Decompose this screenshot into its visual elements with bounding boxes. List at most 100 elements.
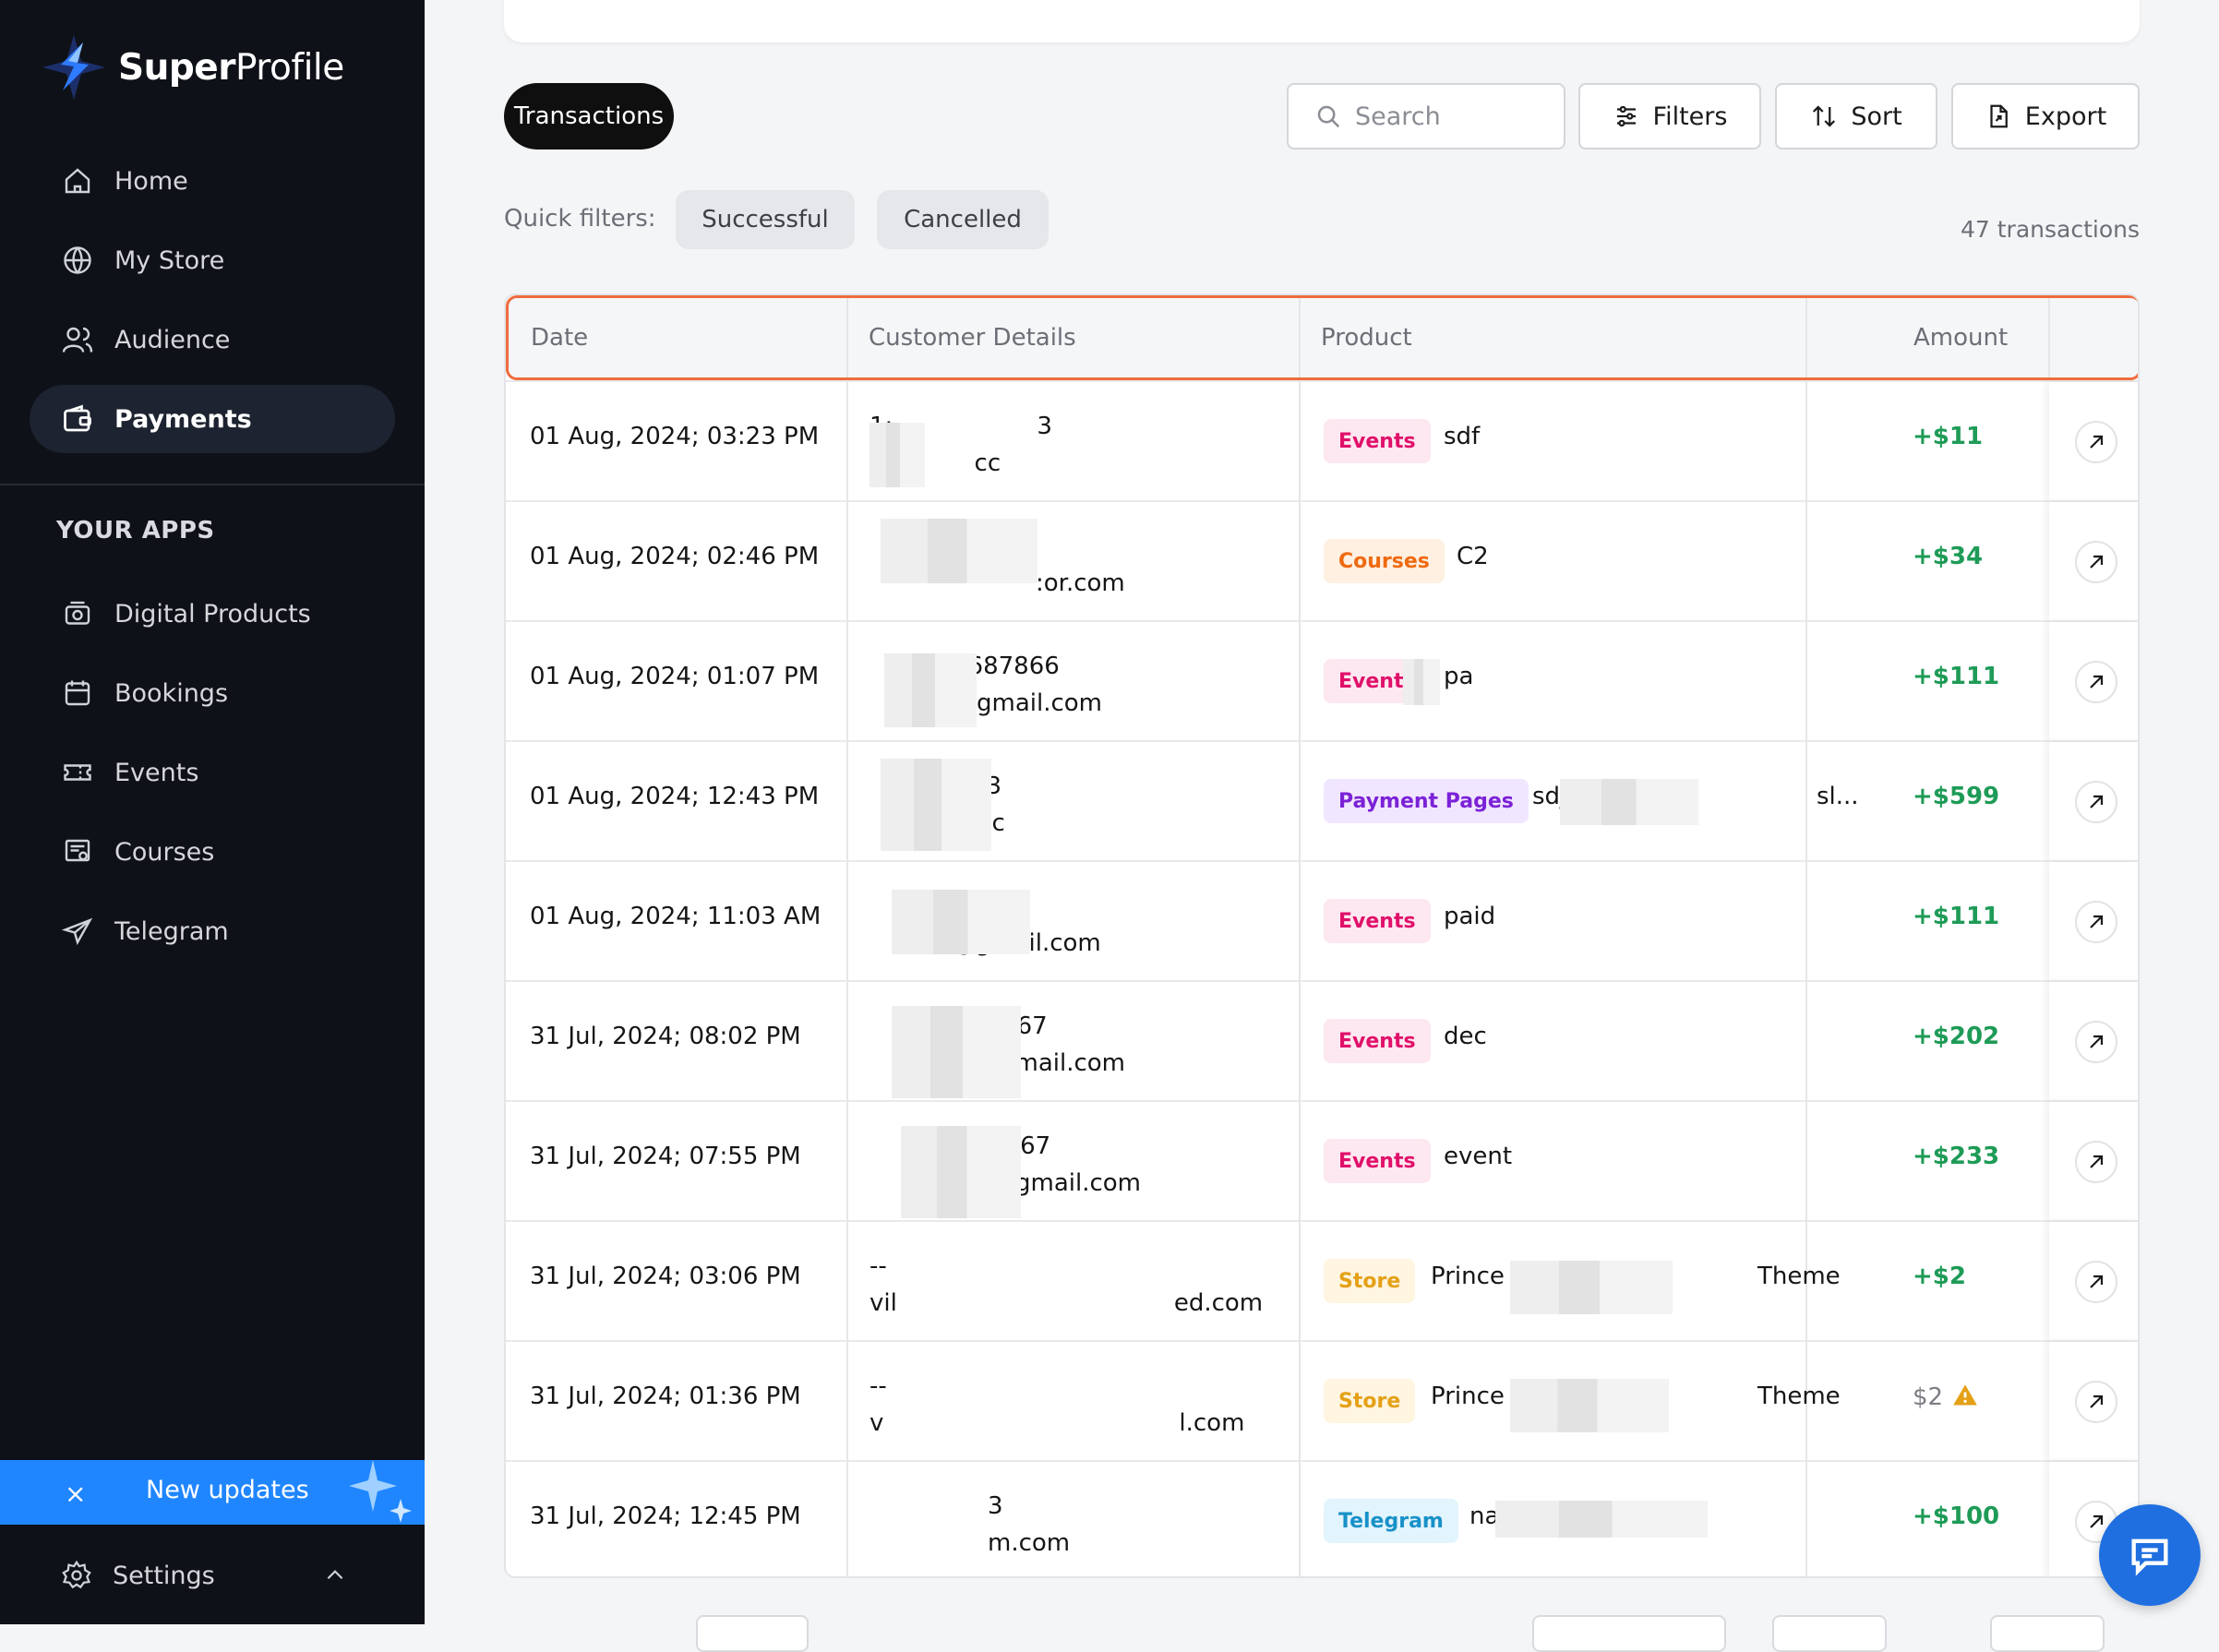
row-amount: +$111 bbox=[1913, 663, 1999, 690]
table-row[interactable]: 01 Aug, 2024; 01:07 PM 7687866 @gmail.co… bbox=[506, 620, 2138, 742]
product-name: Prince bbox=[1431, 1263, 1505, 1290]
nav-telegram[interactable]: Telegram bbox=[30, 897, 395, 965]
telegram-icon bbox=[61, 917, 93, 946]
search-placeholder: Search bbox=[1355, 102, 1441, 131]
row-amount: +$233 bbox=[1913, 1143, 1999, 1170]
gear-icon bbox=[62, 1560, 91, 1589]
tab-transactions[interactable]: Transactions bbox=[504, 83, 674, 150]
open-transaction-button[interactable] bbox=[2075, 421, 2117, 463]
customer-line2-end: l.com bbox=[1179, 1409, 1245, 1437]
arrow-up-right-icon bbox=[2090, 1275, 2104, 1288]
chip-successful[interactable]: Successful bbox=[676, 190, 855, 249]
nav-my-store[interactable]: My Store bbox=[30, 226, 395, 294]
apps-heading: YOUR APPS bbox=[56, 517, 215, 545]
arrow-up-right-icon bbox=[2090, 1155, 2104, 1168]
sort-label: Sort bbox=[1851, 102, 1902, 131]
customer-details: 3 m.com bbox=[870, 1488, 1070, 1562]
product-type-badge: Courses bbox=[1324, 539, 1445, 583]
arrow-up-right-icon bbox=[2090, 435, 2104, 449]
nav-digital-products-label: Digital Products bbox=[114, 599, 311, 628]
product-name: sdf bbox=[1444, 423, 1481, 450]
row-amount: +$11 bbox=[1913, 423, 1983, 450]
column-header-amount[interactable]: Amount bbox=[1913, 324, 2009, 352]
sort-button[interactable]: Sort bbox=[1775, 83, 1937, 150]
table-row[interactable]: 01 Aug, 2024; 12:43 PM 43 .cc Payment Pa… bbox=[506, 740, 2138, 862]
sidebar: SuperProfile Home My Store Audience Paym… bbox=[0, 0, 425, 1624]
amount-value: +$11 bbox=[1913, 423, 1984, 450]
sparkle-icon bbox=[349, 1460, 412, 1523]
open-transaction-button[interactable] bbox=[2075, 1261, 2117, 1303]
table-row[interactable]: 01 Aug, 2024; 02:46 PM :or.com Courses C… bbox=[506, 500, 2138, 622]
column-divider bbox=[846, 295, 848, 1576]
open-transaction-button[interactable] bbox=[2075, 1381, 2117, 1423]
nav-payments[interactable]: Payments bbox=[30, 385, 395, 453]
row-action-column bbox=[2049, 622, 2138, 742]
customer-line2: v bbox=[870, 1409, 884, 1437]
redacted-area bbox=[870, 423, 925, 487]
product-name-end: Theme bbox=[1757, 1383, 1841, 1410]
chat-button[interactable] bbox=[2099, 1504, 2201, 1606]
row-action-column bbox=[2049, 1222, 2138, 1342]
sort-icon bbox=[1813, 105, 1836, 127]
column-header-product[interactable]: Product bbox=[1321, 324, 1412, 352]
pagination-control[interactable] bbox=[1772, 1615, 1887, 1652]
pagination-control[interactable] bbox=[696, 1615, 809, 1652]
top-card bbox=[504, 0, 2140, 42]
open-transaction-button[interactable] bbox=[2075, 1141, 2117, 1183]
nav-events[interactable]: Events bbox=[30, 738, 395, 807]
quick-filters-label: Quick filters: bbox=[504, 205, 656, 233]
nav-bookings[interactable]: Bookings bbox=[30, 659, 395, 727]
amount-value: +$111 bbox=[1913, 663, 2000, 690]
row-amount: $2 bbox=[1913, 1383, 1978, 1411]
filters-button[interactable]: Filters bbox=[1578, 83, 1761, 150]
product-type-badge: Store bbox=[1324, 1259, 1416, 1303]
nav-digital-products[interactable]: Digital Products bbox=[30, 580, 395, 648]
product-name: na bbox=[1469, 1502, 1500, 1530]
nav-courses[interactable]: Courses bbox=[30, 818, 395, 886]
column-header-date[interactable]: Date bbox=[531, 324, 589, 352]
arrow-up-right-icon bbox=[2090, 915, 2104, 928]
open-transaction-button[interactable] bbox=[2075, 1021, 2117, 1063]
table-row[interactable]: 31 Jul, 2024; 08:02 PM 86867 @gmail.com … bbox=[506, 980, 2138, 1102]
export-button[interactable]: Export bbox=[1951, 83, 2140, 150]
chip-cancelled[interactable]: Cancelled bbox=[877, 190, 1049, 249]
amount-value: +$599 bbox=[1913, 783, 2000, 810]
row-amount: +$100 bbox=[1913, 1502, 1999, 1530]
table-row[interactable]: 31 Jul, 2024; 03:06 PM -- vil ed.com Stor… bbox=[506, 1220, 2138, 1342]
close-icon[interactable]: × bbox=[65, 1478, 87, 1509]
amount-value: +$2 bbox=[1913, 1263, 1966, 1290]
table-row[interactable]: 31 Jul, 2024; 01:36 PM -- v l.com Store P… bbox=[506, 1340, 2138, 1462]
search-input[interactable]: Search bbox=[1287, 83, 1565, 150]
open-transaction-button[interactable] bbox=[2075, 541, 2117, 583]
redacted-area bbox=[1510, 1261, 1673, 1314]
chevron-up-icon[interactable] bbox=[323, 1563, 347, 1587]
open-transaction-button[interactable] bbox=[2075, 661, 2117, 703]
settings-item[interactable]: Settings bbox=[30, 1541, 395, 1610]
product-type-badge: Events bbox=[1324, 1019, 1431, 1063]
nav-payments-label: Payments bbox=[114, 404, 252, 434]
row-action-column bbox=[2049, 862, 2138, 982]
nav-home[interactable]: Home bbox=[30, 147, 395, 215]
row-date: 31 Jul, 2024; 08:02 PM bbox=[530, 1023, 801, 1050]
transactions-count: 47 transactions bbox=[1960, 216, 2140, 243]
logo[interactable]: SuperProfile bbox=[41, 33, 344, 102]
product-type-badge: Telegram bbox=[1324, 1499, 1458, 1543]
table-row[interactable]: 31 Jul, 2024; 07:55 PM 7767 @gmail.com E… bbox=[506, 1100, 2138, 1222]
table-row[interactable]: 31 Jul, 2024; 12:45 PM 3 m.com Telegram … bbox=[506, 1460, 2138, 1576]
pagination-control[interactable] bbox=[1532, 1615, 1726, 1652]
open-transaction-button[interactable] bbox=[2075, 781, 2117, 823]
search-icon bbox=[1317, 105, 1340, 128]
export-file-icon bbox=[1990, 104, 2008, 128]
nav-audience[interactable]: Audience bbox=[30, 305, 395, 374]
table-row[interactable]: 01 Aug, 2024; 03:23 PM 1:3 scc Events sd… bbox=[506, 380, 2138, 502]
table-header: Date Customer Details Product Amount bbox=[506, 295, 2138, 380]
table-row[interactable]: 01 Aug, 2024; 11:03 AM ku@gmail.com Even… bbox=[506, 860, 2138, 982]
sidebar-divider bbox=[0, 484, 425, 485]
pagination-control[interactable] bbox=[1990, 1615, 2105, 1652]
nav-telegram-label: Telegram bbox=[114, 916, 229, 946]
new-updates-banner[interactable]: × New updates bbox=[0, 1460, 425, 1525]
row-date: 01 Aug, 2024; 03:23 PM bbox=[530, 423, 820, 450]
open-transaction-button[interactable] bbox=[2075, 901, 2117, 943]
customer-line1-end: 3 bbox=[1037, 413, 1052, 440]
column-header-customer[interactable]: Customer Details bbox=[869, 324, 1076, 352]
